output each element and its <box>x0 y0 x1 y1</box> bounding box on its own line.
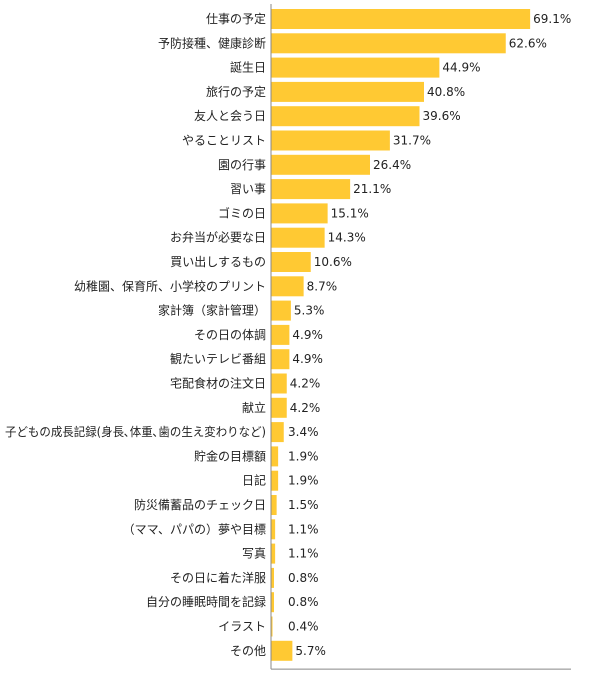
category-label: 幼稚園、保育所、小学校のプリント <box>74 278 266 293</box>
bar <box>271 300 291 321</box>
bar <box>271 373 287 394</box>
bars-group <box>271 9 531 661</box>
category-label: 旅行の予定 <box>206 84 266 99</box>
category-label: その他 <box>230 644 266 658</box>
category-label: 献立 <box>242 400 266 415</box>
bar <box>271 324 290 345</box>
bar <box>271 640 293 661</box>
value-label: 3.4% <box>288 425 319 439</box>
value-label: 0.8% <box>288 571 319 585</box>
bar <box>271 203 328 224</box>
value-label: 14.3% <box>328 231 366 245</box>
bar <box>271 130 390 151</box>
value-label: 31.7% <box>393 134 431 148</box>
bar <box>271 154 370 175</box>
value-label: 44.9% <box>442 61 480 75</box>
value-label: 1.9% <box>288 449 319 463</box>
category-label: その日に着た洋服 <box>170 570 266 585</box>
value-label: 0.8% <box>288 595 319 609</box>
value-label: 4.2% <box>290 377 321 391</box>
value-label: 4.2% <box>290 401 321 415</box>
category-label: （ママ、パパの）夢や目標 <box>123 522 266 536</box>
value-label: 4.9% <box>292 352 323 366</box>
value-label: 8.7% <box>307 279 338 293</box>
category-label: 習い事 <box>230 182 266 196</box>
bar <box>271 276 304 297</box>
value-label: 0.4% <box>288 620 319 634</box>
bar <box>271 519 276 540</box>
category-label: 子どもの成長記録(身長､体重､歯の生え変わりなど) <box>5 424 266 439</box>
category-label: やることリスト <box>182 134 266 148</box>
value-label: 21.1% <box>353 182 391 196</box>
bar <box>271 422 284 443</box>
value-label: 1.9% <box>288 474 319 488</box>
category-label: 誕生日 <box>230 61 266 75</box>
bar <box>271 252 311 272</box>
category-label: イラスト <box>218 620 266 634</box>
category-label: 家計簿（家計管理） <box>158 303 266 318</box>
value-labels-group: 69.1% 62.6% 44.9% 40.8% 39.6% 31.7% 26.4% 21.1%… <box>288 12 571 658</box>
bar <box>271 33 506 54</box>
bar <box>271 227 325 248</box>
bar <box>271 57 440 78</box>
category-label: 写真 <box>242 547 266 561</box>
bar <box>271 446 279 467</box>
bar <box>271 397 287 418</box>
category-label: 日記 <box>242 473 266 488</box>
bar <box>271 9 531 29</box>
category-label: 予防接種、健康診断 <box>158 35 266 50</box>
bar <box>271 592 274 613</box>
bar <box>271 81 424 102</box>
category-label: お弁当が必要な日 <box>170 230 266 245</box>
bar <box>271 106 420 127</box>
value-label: 39.6% <box>423 109 461 123</box>
value-label: 10.6% <box>314 255 352 269</box>
category-label: その日の体調 <box>194 328 266 342</box>
category-label: 防災備蓄品のチェック日 <box>134 497 266 512</box>
bar <box>271 179 351 200</box>
bar <box>271 495 277 515</box>
category-label: 友人と会う日 <box>194 109 266 123</box>
category-label: 買い出しするもの <box>170 255 266 269</box>
value-label: 1.1% <box>288 547 319 561</box>
value-label: 1.5% <box>288 498 319 512</box>
value-label: 5.3% <box>294 304 325 318</box>
value-label: 69.1% <box>533 12 571 26</box>
category-label: ゴミの日 <box>218 205 266 220</box>
bar <box>271 567 274 588</box>
category-label: 宅配食材の注文日 <box>170 376 266 391</box>
value-label: 4.9% <box>292 328 323 342</box>
category-label: 観たいテレビ番組 <box>170 352 266 366</box>
value-label: 1.1% <box>288 522 319 536</box>
bar <box>271 616 273 637</box>
value-label: 40.8% <box>427 85 465 99</box>
bar <box>271 349 290 370</box>
bar <box>271 543 276 564</box>
category-label: 自分の睡眠時間を記録 <box>146 594 266 609</box>
category-label: 仕事の予定 <box>206 11 266 26</box>
value-label: 62.6% <box>509 36 547 50</box>
category-label: 園の行事 <box>218 158 266 172</box>
bar <box>271 470 279 491</box>
category-labels-group: 仕事の予定予防接種、健康診断誕生日旅行の予定友人と会う日やることリスト園の行事習… <box>5 11 266 658</box>
value-label: 15.1% <box>331 206 369 220</box>
value-label: 26.4% <box>373 158 411 172</box>
category-label: 貯金の目標額 <box>194 448 266 463</box>
value-label: 5.7% <box>295 644 326 658</box>
